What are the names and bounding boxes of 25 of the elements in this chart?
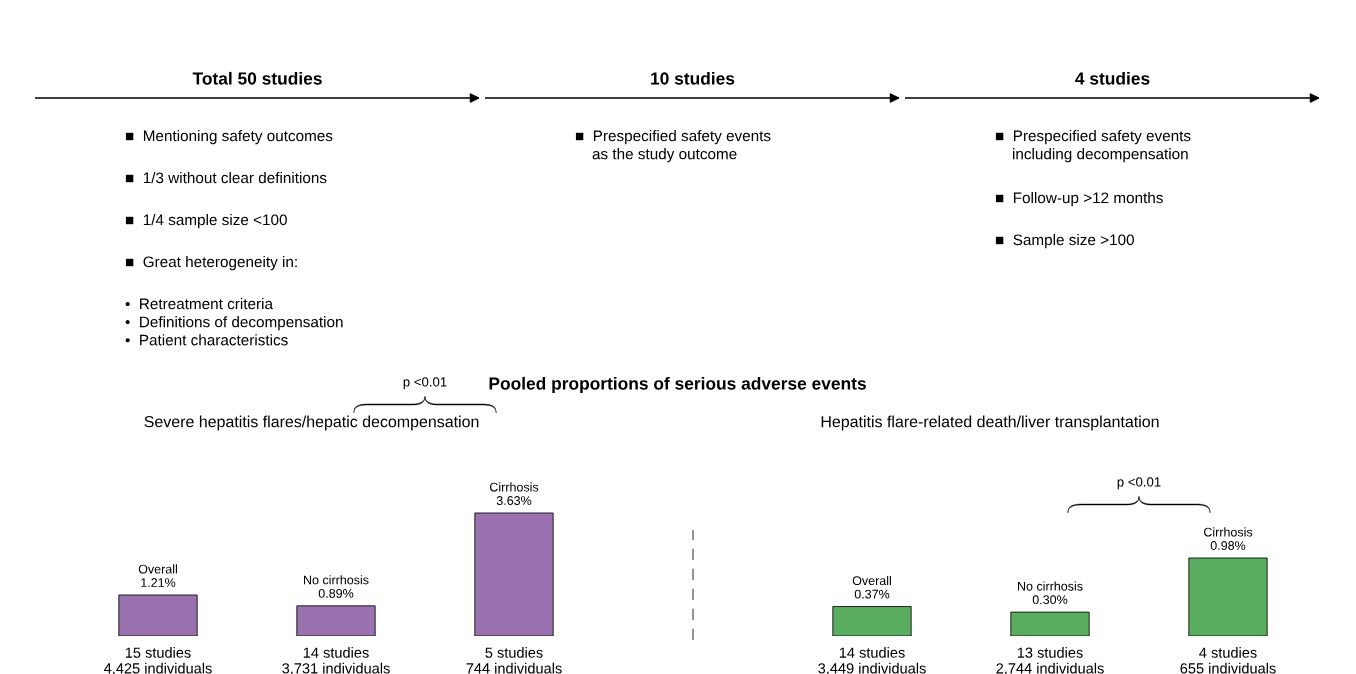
data-label: No cirrhosis 0.30% — [1018, 581, 1083, 605]
text: p <0.01 — [1117, 477, 1161, 490]
text: Pooled proportions of serious adverse events — [489, 376, 866, 394]
text: ■ Follow-up >12 months — [995, 192, 1163, 207]
text: ■ Prespecified safety events as the study outcome — [575, 130, 771, 163]
x-tick-label: 5 studies 744 individuals — [466, 647, 562, 674]
data-label: No cirrhosis 0.89% — [304, 575, 369, 598]
chart-title: Hepatitis flare-related death/liver transplantation — [821, 415, 1159, 431]
text: p <0.01 — [403, 377, 447, 390]
text: ■ Sample size >100 — [995, 234, 1134, 249]
text: ■ Great heterogeneity in: — [125, 256, 297, 271]
data-label: Overall 0.37% — [852, 575, 891, 599]
data-label: Cirrhosis 0.98% — [1203, 527, 1253, 550]
data-label: Overall 1.21% — [138, 564, 177, 587]
data-label: Cirrhosis 3.63% — [489, 482, 539, 505]
text: ■ Mentioning safety outcomes — [125, 130, 333, 145]
x-tick-label: 4 studies 655 individuals — [1180, 647, 1276, 674]
text: • Retreatment criteria • Definitions of decompensation • Patient characteristics — [125, 298, 343, 346]
text: 4 studies — [1075, 71, 1150, 85]
text: ■ 1/3 without clear definitions — [125, 172, 327, 184]
text: 10 studies — [651, 71, 735, 85]
text: ■ Prespecified safety events including decompensation — [995, 130, 1191, 163]
chart-title: Severe hepatitis flares/hepatic decompensation — [144, 415, 479, 431]
text: ■ 1/4 sample size <100 — [125, 214, 287, 229]
text: Total 50 studies — [192, 71, 322, 85]
